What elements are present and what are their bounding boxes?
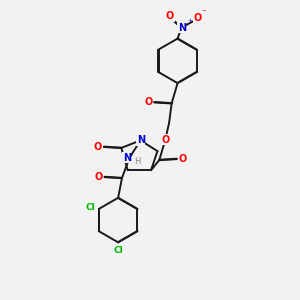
Text: N: N (123, 153, 131, 163)
Text: N: N (178, 23, 186, 33)
Text: Cl: Cl (114, 246, 124, 255)
Text: O: O (178, 154, 187, 164)
Text: O: O (193, 13, 201, 23)
Text: O: O (94, 172, 103, 182)
Text: O: O (144, 97, 152, 107)
Text: $^-$: $^-$ (200, 7, 207, 16)
Text: $^+$: $^+$ (186, 17, 193, 26)
Text: N: N (137, 135, 145, 145)
Text: O: O (161, 135, 170, 145)
Text: Cl: Cl (86, 203, 96, 212)
Text: O: O (166, 11, 174, 21)
Text: O: O (94, 142, 102, 152)
Text: H: H (134, 157, 141, 166)
